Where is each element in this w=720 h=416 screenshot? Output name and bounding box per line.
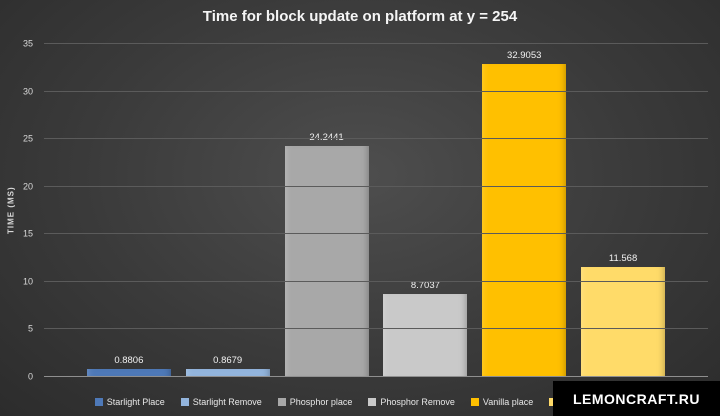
legend-swatch-icon [368, 398, 377, 406]
bar-row: 0.8806 0.8679 24.2441 8.7037 32.9053 11.568 [44, 44, 708, 377]
bar-group: 11.568 [581, 44, 666, 377]
bar-group: 32.9053 [482, 44, 567, 377]
gridline [44, 43, 708, 44]
y-axis: 0 5 10 15 20 25 30 35 [0, 39, 38, 381]
legend-label: Starlight Remove [192, 397, 262, 407]
legend-item: Phosphor Remove [368, 397, 455, 407]
watermark-logo: LEMONCRAFT.RU [553, 381, 720, 416]
legend-swatch-icon [470, 398, 479, 406]
y-tick-label: 0 [27, 371, 33, 382]
legend-swatch-icon [180, 398, 189, 406]
y-tick-label: 30 [22, 86, 33, 97]
bar-value-label: 0.8806 [114, 354, 144, 366]
bar-6 [581, 266, 666, 377]
bar-value-label: 32.9053 [507, 49, 542, 61]
bar-group: 0.8806 [86, 44, 171, 377]
gridline [44, 90, 708, 92]
bar-1 [86, 368, 171, 377]
legend-label: Starlight Place [106, 397, 165, 407]
legend-label: Vanilla place [482, 397, 534, 407]
gridline [44, 280, 708, 282]
legend-label: Phosphor place [289, 397, 353, 407]
bar-value-label: 24.2441 [309, 132, 344, 144]
plot-area: 0.8806 0.8679 24.2441 8.7037 32.9053 11.568 [44, 43, 708, 377]
legend-item: Starlight Place [94, 397, 165, 407]
gridline [44, 233, 708, 235]
gridline [44, 138, 708, 140]
bar-5 [482, 63, 567, 377]
y-tick-label: 35 [22, 38, 33, 49]
legend-item: Starlight Remove [180, 397, 262, 407]
y-tick-label: 5 [27, 323, 33, 334]
y-tick-label: 20 [22, 181, 33, 192]
y-tick-label: 10 [22, 276, 33, 287]
legend-swatch-icon [94, 398, 103, 406]
bar-3 [284, 146, 369, 377]
chart-title: Time for block update on platform at y =… [202, 8, 518, 25]
legend-swatch-icon [277, 398, 286, 406]
bar-group: 8.7037 [383, 44, 468, 377]
gridline [44, 328, 708, 330]
y-tick-label: 25 [22, 133, 33, 144]
bar-4 [383, 294, 468, 377]
bar-value-label: 8.7037 [410, 280, 440, 292]
y-tick-label: 15 [22, 228, 33, 239]
gridline [44, 185, 708, 187]
bar-group: 24.2441 [284, 44, 369, 377]
legend-item: Vanilla place [470, 397, 534, 407]
bar-value-label: 0.8679 [213, 354, 243, 366]
legend-label: Phosphor Remove [380, 397, 455, 407]
bar-2 [185, 368, 270, 377]
bar-group: 0.8679 [185, 44, 270, 377]
bar-value-label: 11.568 [608, 252, 638, 264]
legend-item: Phosphor place [277, 397, 353, 407]
x-axis-line [44, 376, 708, 377]
